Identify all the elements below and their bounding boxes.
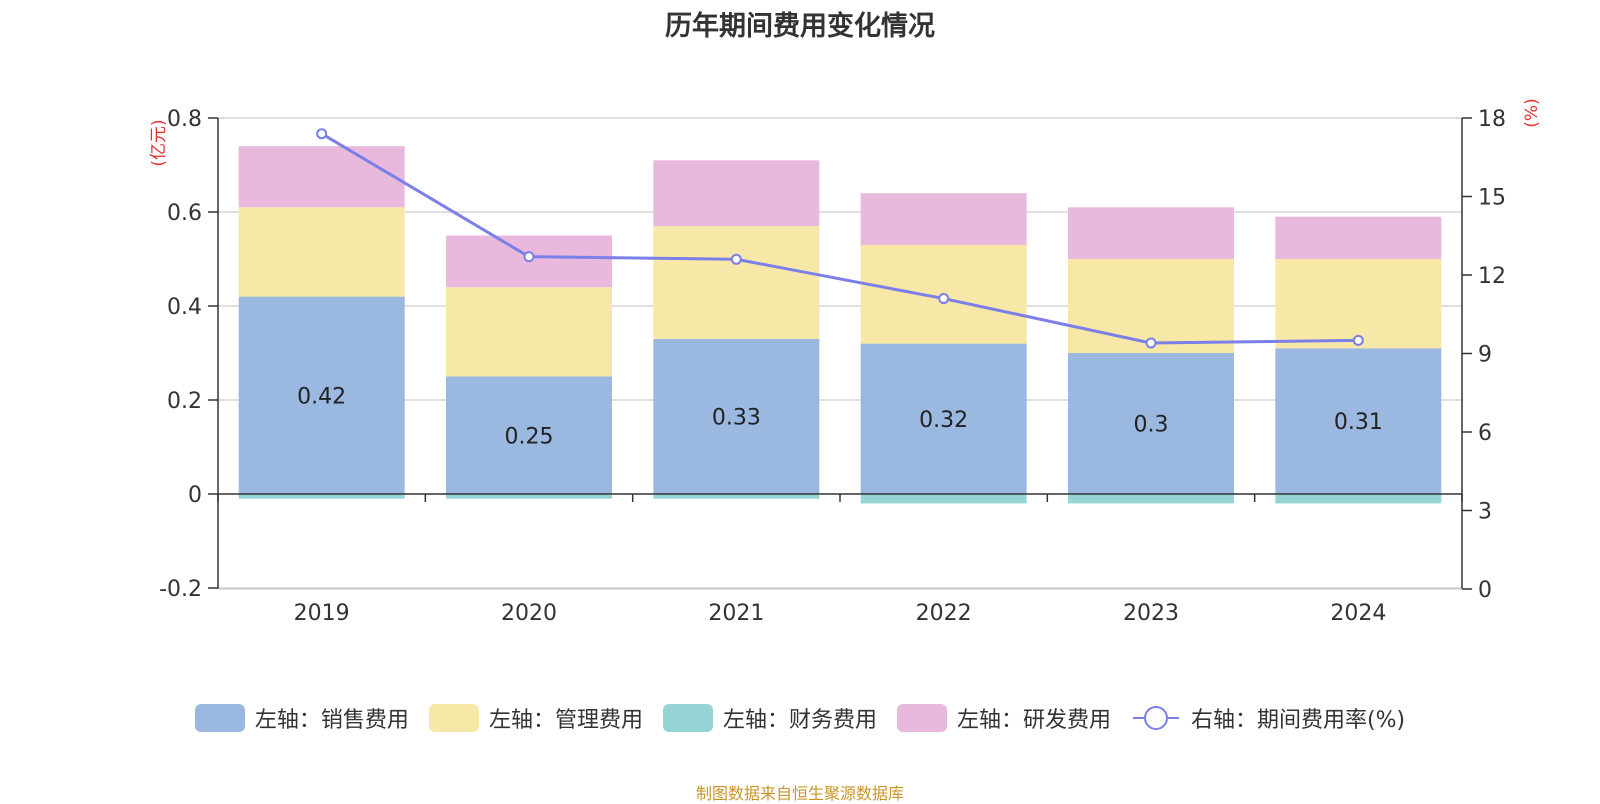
legend-item-1[interactable]: 左轴：管理费用 — [428, 702, 643, 734]
rate-point-2022 — [938, 293, 950, 305]
bar-series-0-2020 — [446, 376, 612, 494]
right-tick-label: 9 — [1478, 343, 1492, 368]
bar-series-1-2023 — [1068, 259, 1234, 353]
data-label: 0.25 — [505, 424, 554, 449]
category-label: 2019 — [294, 601, 350, 626]
bar-series-2-2023 — [1068, 494, 1234, 504]
right-tick-label: 12 — [1478, 264, 1506, 289]
rate-line — [320, 132, 1359, 345]
legend-label: 左轴：管理费用 — [488, 708, 643, 733]
data-label: 0.33 — [712, 405, 761, 430]
bar-series-3-2023 — [1068, 207, 1234, 259]
rate-point-2021 — [730, 253, 742, 265]
category-label: 2024 — [1330, 601, 1386, 626]
bar-series-2-2021 — [653, 494, 820, 499]
bar-series-0-2022 — [860, 343, 1027, 494]
data-label: 0.3 — [1134, 413, 1169, 438]
bar-series-2-2024 — [1275, 494, 1442, 504]
chart-canvas: 0.42 0.25 0.33 0.32 0.3 0.31 -0.2 0 0.2 0.4 0.6 0.8… — [149, 98, 1542, 626]
rate-point-2023 — [1145, 337, 1157, 349]
legend-label: 左轴：销售费用 — [254, 708, 409, 733]
legend-item-3[interactable]: 左轴：研发费用 — [896, 702, 1111, 734]
legend-label: 左轴：研发费用 — [956, 708, 1111, 733]
data-label: 0.31 — [1334, 410, 1383, 435]
bar-series-2-2022 — [860, 494, 1027, 504]
legend: 左轴：销售费用 左轴：管理费用 左轴：财务费用 左轴：研发费用 右轴：期间费用率(%) — [0, 702, 1600, 734]
legend-swatch — [896, 704, 947, 732]
right-axis-unit: (%) — [1522, 98, 1542, 127]
legend-line-marker-icon — [1132, 706, 1179, 730]
bar-series-1-2019 — [238, 207, 405, 297]
category-label: 2021 — [708, 601, 764, 626]
right-tick-label: 3 — [1478, 500, 1492, 525]
rate-point-2019 — [316, 128, 328, 140]
data-label: 0.32 — [919, 408, 968, 433]
bar-series-3-2022 — [860, 193, 1027, 245]
left-axis-unit: (亿元) — [149, 119, 169, 166]
bar-series-0-2019 — [238, 296, 405, 494]
rate-point-2024 — [1352, 334, 1364, 346]
legend-label: 右轴：期间费用率(%) — [1190, 708, 1406, 733]
bar-series-1-2021 — [653, 226, 820, 339]
left-tick-label: 0.8 — [167, 107, 202, 132]
bar-series-0-2021 — [653, 338, 820, 494]
bar-series-2-2020 — [446, 494, 612, 499]
chart-title: 历年期间费用变化情况 — [665, 11, 935, 42]
legend-item-4[interactable]: 右轴：期间费用率(%) — [1131, 702, 1405, 734]
bar-series-1-2020 — [446, 287, 612, 377]
bar-series-0-2023 — [1068, 353, 1234, 494]
legend-label: 左轴：财务费用 — [722, 708, 877, 733]
bar-series-0-2024 — [1275, 348, 1442, 494]
source-note: 制图数据来自恒生聚源数据库 — [695, 784, 904, 803]
legend-swatch — [194, 704, 245, 732]
left-tick-label: 0.2 — [167, 389, 202, 414]
legend-item-2[interactable]: 左轴：财务费用 — [662, 702, 877, 734]
category-label: 2022 — [916, 601, 972, 626]
left-tick-label: 0.6 — [167, 201, 202, 226]
right-tick-label: 18 — [1478, 107, 1506, 132]
bar-series-3-2019 — [238, 146, 405, 208]
right-tick-label: 0 — [1478, 578, 1492, 603]
rate-point-2020 — [523, 251, 535, 263]
bar-series-1-2024 — [1275, 259, 1442, 349]
left-tick-label: -0.2 — [159, 577, 202, 602]
bar-series-3-2024 — [1275, 216, 1442, 259]
left-tick-label: 0.4 — [167, 295, 202, 320]
right-tick-label: 6 — [1478, 421, 1492, 446]
category-label: 2020 — [501, 601, 557, 626]
category-label: 2023 — [1123, 601, 1179, 626]
bar-series-2-2019 — [238, 494, 405, 499]
legend-swatch — [662, 704, 713, 732]
legend-item-0[interactable]: 左轴：销售费用 — [194, 702, 409, 734]
data-label: 0.42 — [297, 384, 346, 409]
legend-swatch — [428, 704, 479, 732]
bar-series-3-2021 — [653, 160, 820, 227]
right-tick-label: 15 — [1478, 186, 1506, 211]
left-tick-label: 0 — [188, 483, 202, 508]
